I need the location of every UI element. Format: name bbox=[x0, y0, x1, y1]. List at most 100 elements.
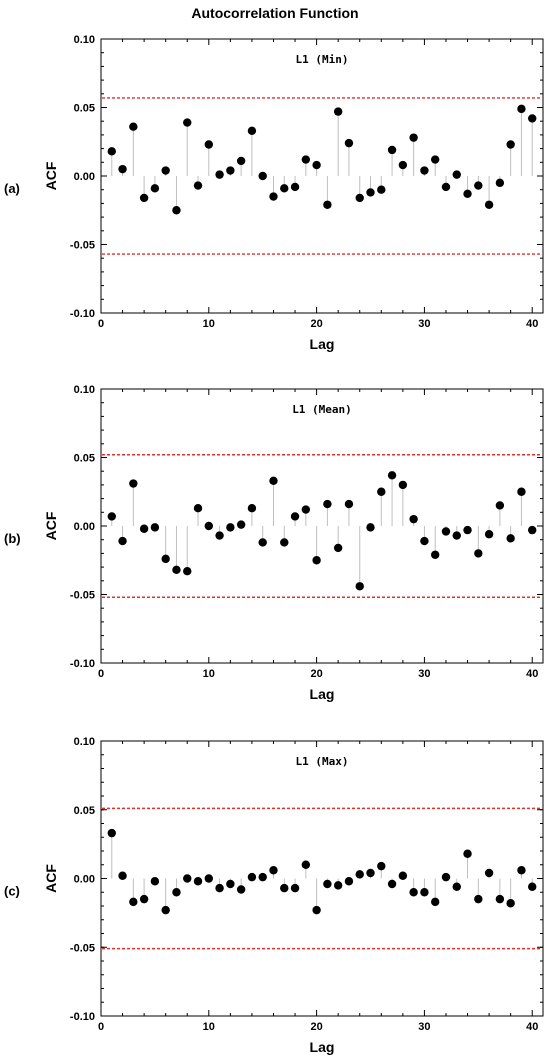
y-tick-label: 0.05 bbox=[74, 103, 95, 115]
acf-point bbox=[463, 189, 472, 199]
acf-point bbox=[269, 476, 278, 485]
acf-point bbox=[193, 877, 203, 886]
acf-point bbox=[366, 188, 375, 197]
x-tick-label: 10 bbox=[203, 1021, 215, 1033]
acf-point bbox=[474, 894, 483, 904]
acf-point bbox=[355, 193, 364, 203]
acf-point bbox=[474, 181, 483, 190]
acf-point bbox=[226, 879, 235, 889]
panel-title: L1 (Min) bbox=[296, 53, 349, 66]
acf-point bbox=[463, 525, 472, 535]
acf-point bbox=[355, 870, 364, 879]
acf-point bbox=[215, 531, 224, 540]
panel-label: (b) bbox=[4, 531, 21, 546]
acf-point bbox=[463, 849, 472, 858]
acf-point bbox=[161, 554, 170, 564]
acf-point bbox=[290, 182, 300, 192]
acf-point bbox=[226, 523, 235, 532]
acf-point bbox=[312, 905, 321, 915]
acf-panel: 0.10 0.05 0.00 -0.05 -0.100 10 20 30 40 L1 (Max) L… bbox=[4, 736, 544, 1055]
acf-point bbox=[172, 206, 181, 215]
acf-point bbox=[193, 503, 203, 513]
acf-point bbox=[528, 882, 537, 891]
acf-point bbox=[441, 872, 451, 882]
acf-point bbox=[517, 487, 526, 496]
acf-point bbox=[420, 536, 429, 546]
acf-point bbox=[484, 868, 494, 878]
panels: 0.10 0.05 0.00 -0.05 -0.10 0 10 20 30 40 L1 (Min) L… bbox=[4, 34, 544, 1055]
acf-point bbox=[107, 512, 116, 521]
acf-point bbox=[430, 155, 440, 164]
acf-point bbox=[420, 888, 429, 897]
acf-point bbox=[517, 104, 526, 114]
y-axis-label: ACF bbox=[43, 864, 59, 893]
acf-point bbox=[387, 471, 397, 480]
acf-point bbox=[409, 133, 418, 142]
acf-point bbox=[333, 881, 343, 890]
acf-point bbox=[484, 200, 494, 209]
x-tick-label: 20 bbox=[310, 668, 322, 680]
acf-point bbox=[495, 501, 505, 510]
acf-point bbox=[204, 874, 214, 883]
acf-point bbox=[409, 514, 418, 524]
acf-panel: 0.10 0.05 0.00 -0.05 -0.100 10 20 30 40 L1 (Min) L… bbox=[4, 34, 544, 352]
acf-point bbox=[398, 871, 408, 880]
acf-point bbox=[269, 866, 278, 875]
x-tick-label: 20 bbox=[310, 1021, 322, 1033]
acf-point bbox=[258, 171, 267, 181]
acf-point bbox=[204, 140, 214, 149]
y-tick-label: 0.00 bbox=[74, 171, 95, 183]
acf-point bbox=[215, 883, 224, 893]
acf-point bbox=[258, 538, 267, 547]
acf-point bbox=[506, 899, 515, 908]
acf-point bbox=[452, 882, 461, 891]
x-tick-label: 30 bbox=[418, 1021, 430, 1033]
x-tick-label: 40 bbox=[526, 1021, 538, 1033]
y-tick-label: -0.10 bbox=[70, 658, 95, 670]
acf-point bbox=[495, 894, 505, 904]
x-tick-label: 0 bbox=[98, 1021, 104, 1033]
acf-point bbox=[183, 567, 192, 576]
acf-point bbox=[301, 155, 311, 164]
acf-point bbox=[183, 874, 192, 883]
acf-point bbox=[377, 861, 386, 871]
acf-point bbox=[215, 170, 224, 179]
acf-point bbox=[290, 883, 300, 893]
acf-point bbox=[517, 866, 526, 875]
acf-point bbox=[139, 524, 149, 533]
acf-point bbox=[247, 872, 257, 882]
acf-point bbox=[129, 479, 138, 488]
panel-title: L1 (Mean) bbox=[292, 403, 352, 416]
y-tick-label: 0.10 bbox=[74, 34, 95, 46]
x-tick-label: 30 bbox=[418, 668, 430, 680]
acf-point bbox=[193, 181, 203, 190]
acf-point bbox=[236, 156, 246, 166]
acf-point bbox=[280, 883, 289, 893]
x-tick-label: 30 bbox=[418, 318, 430, 330]
acf-point bbox=[312, 160, 321, 170]
acf-point bbox=[344, 138, 354, 148]
x-tick-label: 10 bbox=[203, 668, 215, 680]
acf-point bbox=[528, 114, 537, 123]
acf-point bbox=[441, 527, 451, 536]
acf-point bbox=[312, 556, 321, 565]
acf-point bbox=[118, 871, 127, 880]
acf-point bbox=[323, 200, 332, 209]
y-tick-label: 0.05 bbox=[74, 805, 95, 817]
plot-frame bbox=[100, 740, 544, 1017]
acf-point bbox=[118, 164, 127, 174]
y-tick-label: -0.10 bbox=[70, 308, 95, 320]
y-tick-label: 0.00 bbox=[74, 521, 95, 533]
acf-point bbox=[420, 166, 429, 175]
y-tick-label: 0.05 bbox=[74, 453, 95, 465]
acf-point bbox=[139, 193, 149, 203]
y-axis-label: ACF bbox=[43, 511, 59, 540]
y-tick-label: -0.05 bbox=[70, 240, 95, 252]
acf-point bbox=[161, 166, 170, 175]
x-axis-label: Lag bbox=[310, 336, 335, 352]
acf-point bbox=[150, 523, 160, 532]
acf-point bbox=[398, 160, 408, 170]
acf-point bbox=[226, 166, 235, 175]
panel-label: (a) bbox=[4, 181, 20, 196]
